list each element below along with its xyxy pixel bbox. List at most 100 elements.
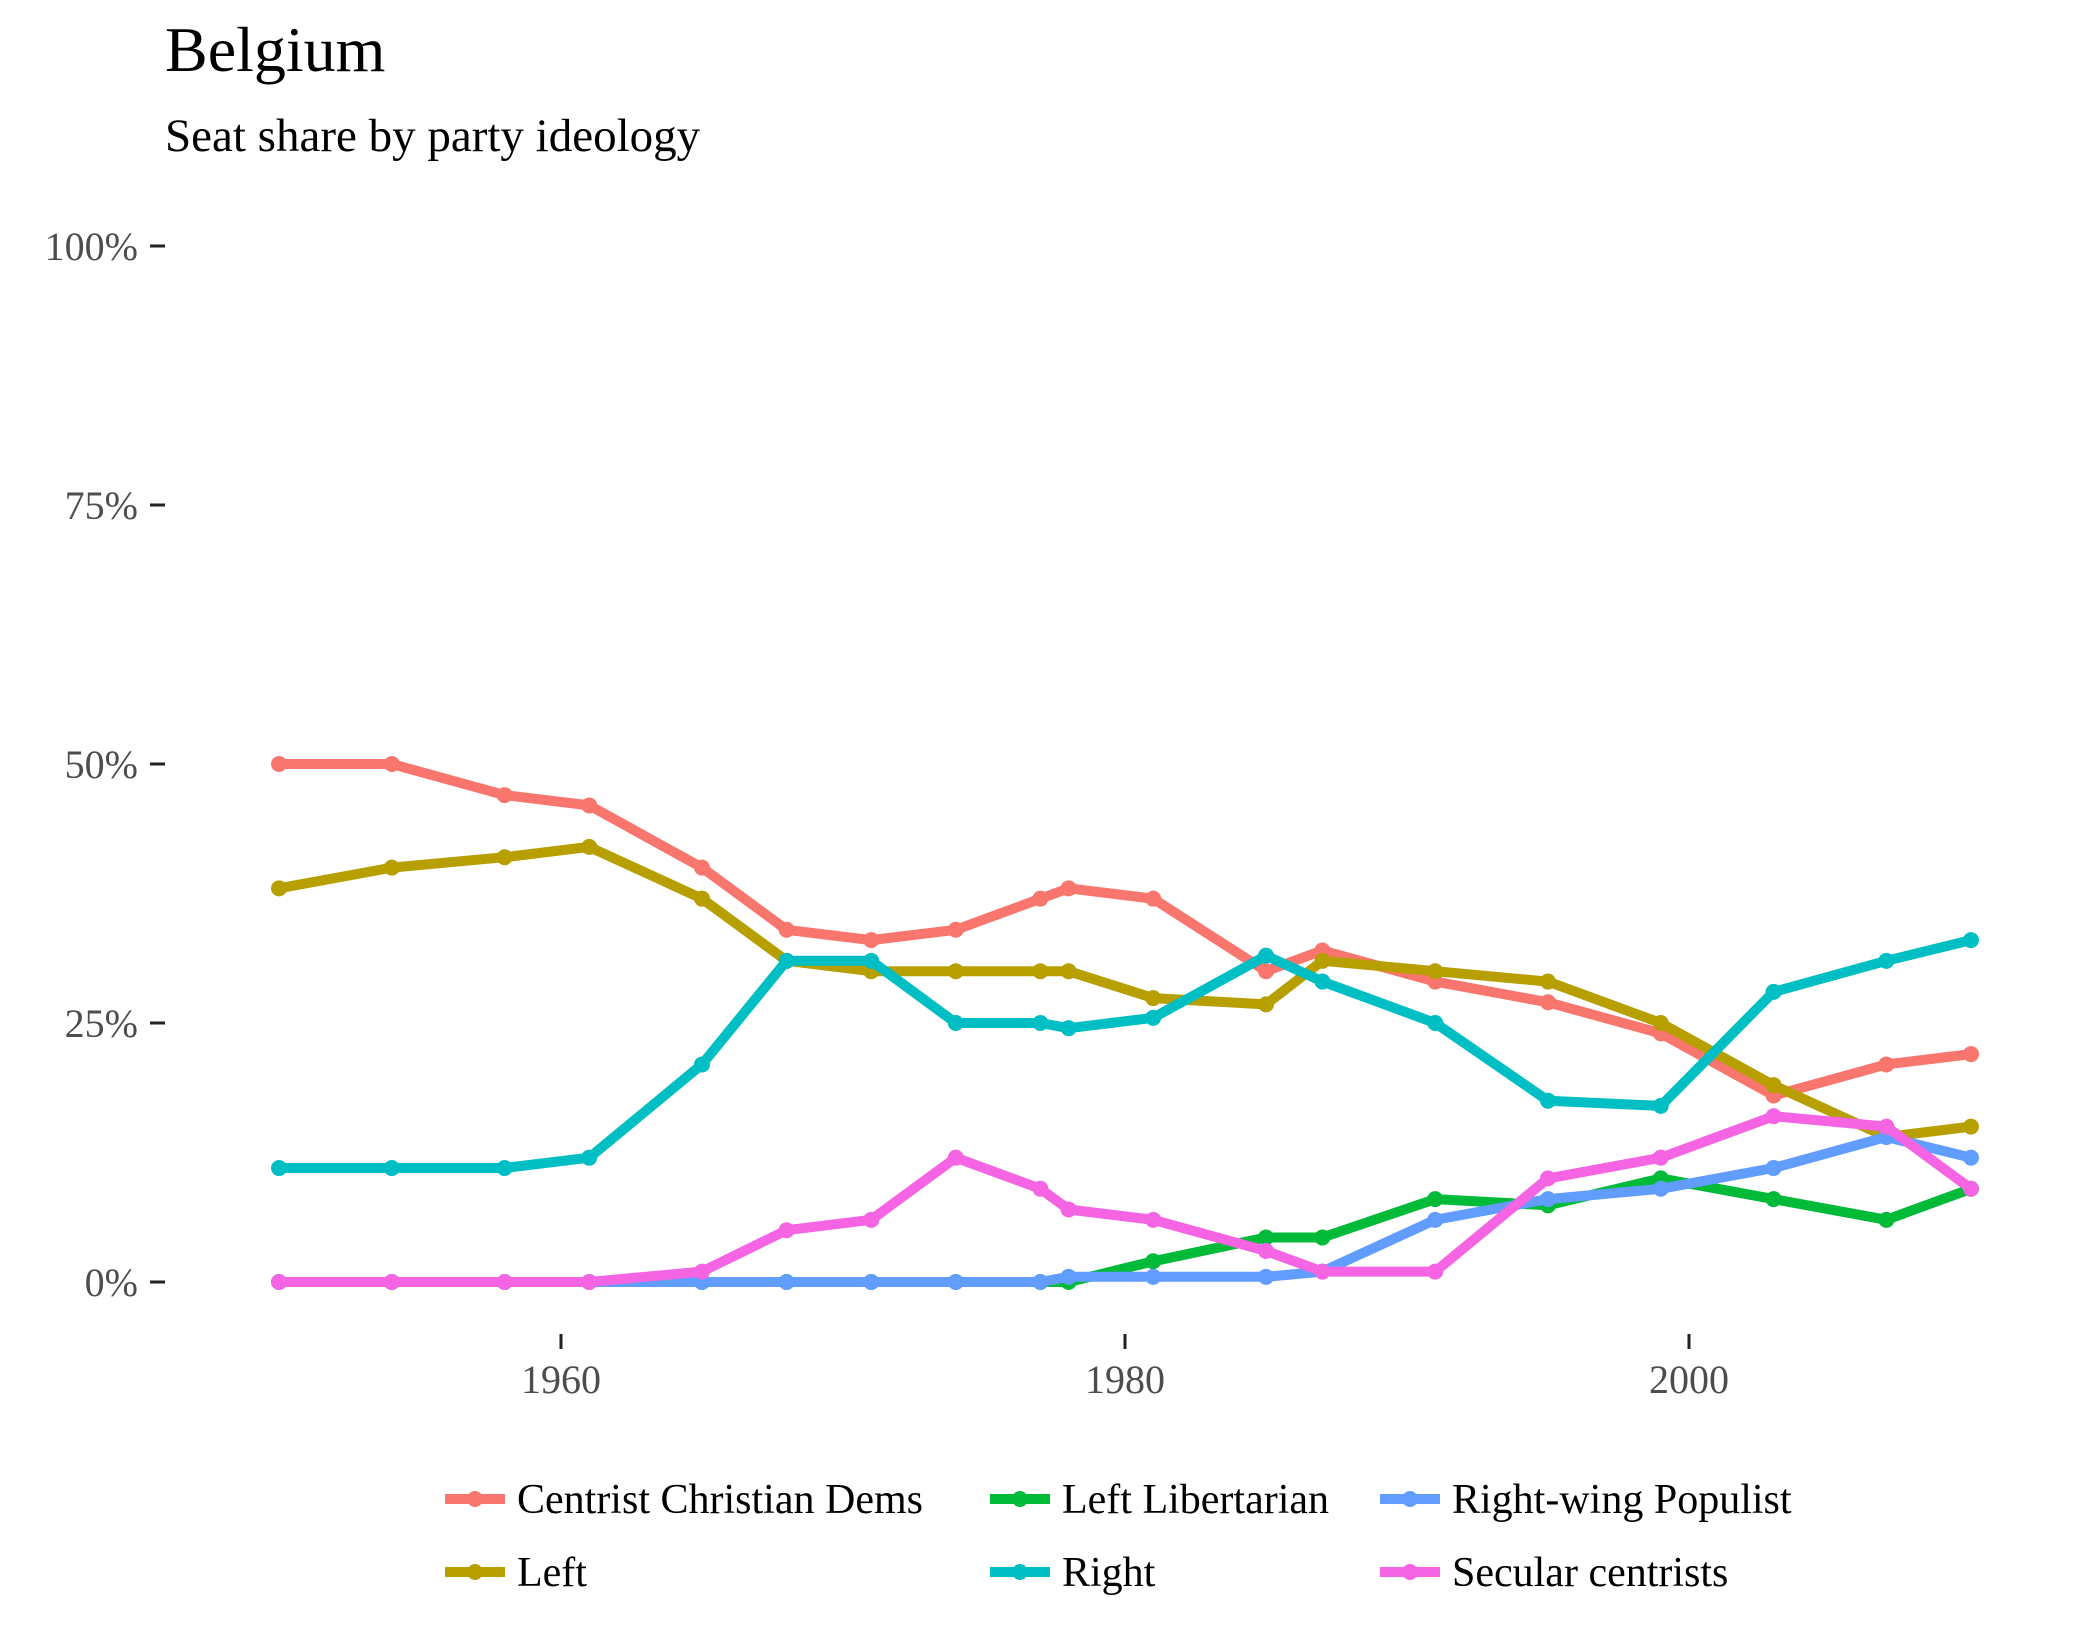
data-point-right-wing-populist <box>1652 1180 1669 1197</box>
data-point-centrist-christian-dems <box>383 756 400 772</box>
data-point-secular-centrists <box>1314 1263 1331 1280</box>
series-secular-centrists <box>271 1108 1979 1290</box>
y-tick-label: 75% <box>65 483 138 528</box>
x-axis: 1960 1980 2000 <box>521 1334 1729 1402</box>
y-tick-label: 0% <box>85 1260 138 1305</box>
legend-label: Secular centrists <box>1452 1550 1728 1596</box>
data-point-right <box>1539 1092 1556 1109</box>
data-point-secular-centrists <box>1257 1242 1274 1259</box>
y-axis: 0% 25% 50% 75% 100% <box>45 224 165 1305</box>
data-point-centrist-christian-dems <box>1257 963 1274 980</box>
data-point-right-wing-populist <box>1032 1274 1049 1290</box>
data-point-secular-centrists <box>271 1274 288 1290</box>
x-tick-label: 2000 <box>1649 1357 1729 1402</box>
data-point-centrist-christian-dems <box>1032 890 1049 907</box>
legend-label: Left <box>517 1550 587 1596</box>
data-point-right-wing-populist <box>1060 1268 1077 1285</box>
data-point-left <box>581 838 598 855</box>
data-point-right <box>271 1160 288 1177</box>
y-tick-label: 25% <box>65 1001 138 1046</box>
data-point-secular-centrists <box>1032 1180 1049 1197</box>
data-point-right <box>1652 1097 1669 1114</box>
data-point-right <box>778 952 795 969</box>
legend-key-point <box>1402 1564 1418 1580</box>
data-point-right <box>694 1056 711 1073</box>
data-point-secular-centrists <box>778 1222 795 1239</box>
data-point-left <box>1060 963 1077 980</box>
legend-item-secular-centrists: Secular centrists <box>1380 1550 1728 1596</box>
data-point-right-wing-populist <box>1539 1191 1556 1208</box>
data-point-right <box>947 1015 964 1031</box>
data-point-centrist-christian-dems <box>1539 994 1556 1011</box>
data-point-secular-centrists <box>1962 1180 1979 1197</box>
data-point-left-libertarian <box>1765 1191 1782 1208</box>
data-point-secular-centrists <box>1765 1108 1782 1125</box>
data-point-centrist-christian-dems <box>1962 1046 1979 1063</box>
data-point-right-wing-populist <box>1765 1160 1782 1177</box>
data-point-right-wing-populist <box>1427 1211 1444 1228</box>
data-point-left-libertarian <box>1145 1253 1162 1270</box>
data-point-right <box>383 1160 400 1177</box>
data-point-secular-centrists <box>383 1274 400 1290</box>
data-point-left-libertarian <box>1878 1211 1895 1228</box>
data-point-right <box>1060 1020 1077 1037</box>
data-point-left <box>1314 952 1331 969</box>
legend-key-point <box>467 1491 483 1507</box>
data-point-left-libertarian <box>1257 1229 1274 1246</box>
x-tick-label: 1960 <box>521 1357 601 1402</box>
data-point-left <box>1765 1077 1782 1094</box>
series-left <box>271 838 1979 1145</box>
legend: Centrist Christian Dems Left Libertarian R… <box>445 1477 1792 1596</box>
data-point-centrist-christian-dems <box>694 859 711 876</box>
data-point-left <box>1257 996 1274 1013</box>
data-point-centrist-christian-dems <box>1878 1056 1895 1073</box>
data-point-left <box>1145 990 1162 1007</box>
legend-item-right: Right <box>990 1550 1156 1596</box>
legend-item-left-libertarian: Left Libertarian <box>990 1477 1329 1523</box>
data-point-right-wing-populist <box>778 1274 795 1290</box>
data-point-centrist-christian-dems <box>581 797 598 814</box>
data-point-left <box>947 963 964 980</box>
data-point-secular-centrists <box>947 1149 964 1166</box>
data-point-right <box>1314 973 1331 990</box>
data-point-right <box>1878 952 1895 969</box>
series-line-secular-centrists <box>274 1111 1976 1287</box>
data-point-secular-centrists <box>1652 1149 1669 1166</box>
data-point-secular-centrists <box>863 1211 880 1228</box>
data-point-left <box>694 890 711 907</box>
series-right <box>271 932 1979 1177</box>
data-point-centrist-christian-dems <box>496 787 513 804</box>
data-point-right <box>581 1149 598 1166</box>
y-tick-label: 50% <box>65 742 138 787</box>
x-tick-label: 1980 <box>1085 1357 1165 1402</box>
data-point-secular-centrists <box>496 1274 513 1290</box>
chart-title: Belgium <box>165 14 386 85</box>
data-point-secular-centrists <box>1539 1170 1556 1187</box>
data-point-left <box>1427 963 1444 980</box>
data-point-right-wing-populist <box>1145 1268 1162 1285</box>
legend-key-point <box>1012 1564 1028 1580</box>
legend-item-centrist-christian-dems: Centrist Christian Dems <box>445 1477 923 1523</box>
data-point-left <box>1032 963 1049 980</box>
data-point-secular-centrists <box>694 1263 711 1280</box>
legend-label: Left Libertarian <box>1062 1477 1329 1523</box>
data-point-centrist-christian-dems <box>947 921 964 938</box>
data-point-right <box>1765 983 1782 1000</box>
data-point-left <box>383 859 400 876</box>
data-point-right <box>1145 1009 1162 1026</box>
legend-label: Right-wing Populist <box>1452 1477 1792 1523</box>
data-point-left <box>496 849 513 866</box>
data-point-right <box>863 952 880 969</box>
data-point-left <box>1652 1015 1669 1031</box>
data-point-right <box>1257 947 1274 964</box>
y-tick-label: 100% <box>45 224 138 269</box>
data-point-centrist-christian-dems <box>863 932 880 949</box>
data-point-secular-centrists <box>1427 1263 1444 1280</box>
data-point-right <box>1032 1015 1049 1031</box>
data-point-centrist-christian-dems <box>778 921 795 938</box>
series-layer <box>271 756 1979 1290</box>
data-point-left-libertarian <box>1314 1229 1331 1246</box>
series-centrist-christian-dems <box>271 756 1979 1104</box>
data-point-centrist-christian-dems <box>271 756 288 772</box>
